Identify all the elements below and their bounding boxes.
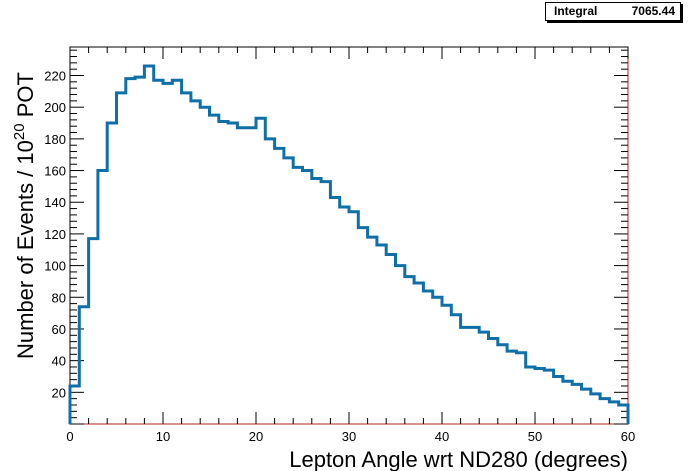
y-tick-label: 40 [52, 354, 66, 369]
y-tick-label: 180 [44, 132, 66, 147]
x-tick-label: 60 [621, 429, 635, 444]
stats-label: Integral [554, 4, 598, 18]
y-tick-label: 140 [44, 195, 66, 210]
y-axis-label: Number of Events / 1020 POT [11, 72, 38, 359]
tick-labels: 0 10 20 30 40 50 60 20 40 60 80 100 120 140 160 180 200 2… [44, 69, 635, 444]
y-tick-label: 80 [52, 290, 66, 305]
histogram-line [68, 64, 630, 424]
y-tick-label: 20 [52, 385, 66, 400]
x-tick-label: 20 [249, 429, 263, 444]
x-tick-label: 0 [66, 429, 73, 444]
y-tick-label: 60 [52, 322, 66, 337]
stats-value: 7065.44 [631, 4, 675, 18]
y-tick-label: 200 [44, 100, 66, 115]
x-tick-label: 30 [342, 429, 356, 444]
x-axis-label: Lepton Angle wrt ND280 (degrees) [289, 447, 628, 471]
y-tick-label: 160 [44, 164, 66, 179]
stats-box: Integral 7065.44 [545, 2, 681, 21]
y-tick-label: 220 [44, 69, 66, 84]
ticks [69, 47, 629, 425]
x-tick-label: 50 [528, 429, 542, 444]
x-tick-label: 40 [435, 429, 449, 444]
y-tick-label: 120 [44, 227, 66, 242]
y-tick-label: 100 [44, 259, 66, 274]
x-tick-label: 10 [156, 429, 170, 444]
histogram-bins [70, 66, 628, 405]
